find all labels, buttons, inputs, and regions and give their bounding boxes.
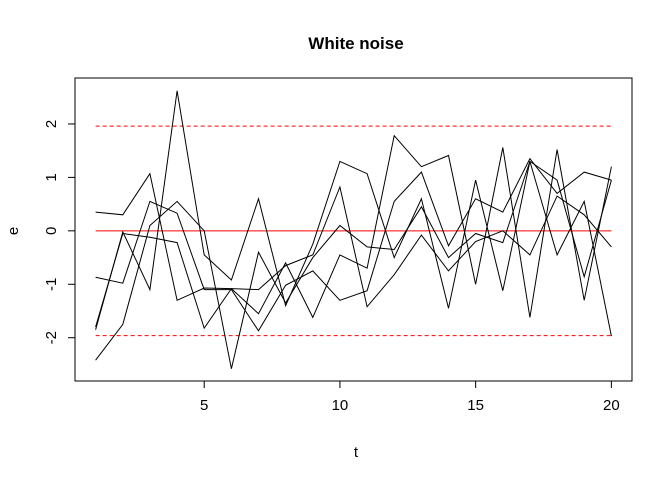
x-tick-label: 20 (603, 397, 620, 414)
series-line-4 (95, 160, 612, 369)
x-tick-label: 5 (200, 397, 208, 414)
series-line-3 (95, 90, 612, 337)
y-tick-label: 1 (43, 173, 60, 181)
y-tick-label: 0 (43, 227, 60, 235)
y-axis-title: e (5, 227, 22, 235)
x-tick-label: 15 (467, 397, 484, 414)
series-line-1 (95, 134, 612, 319)
y-tick-label: -1 (43, 278, 60, 291)
y-tick-label: 2 (43, 120, 60, 128)
chart-title: White noise (308, 34, 403, 53)
x-tick-label: 10 (332, 397, 349, 414)
x-axis-title: t (354, 444, 359, 461)
series-line-2 (95, 157, 612, 332)
y-tick-label: -2 (43, 331, 60, 344)
series-line-5 (95, 185, 612, 330)
